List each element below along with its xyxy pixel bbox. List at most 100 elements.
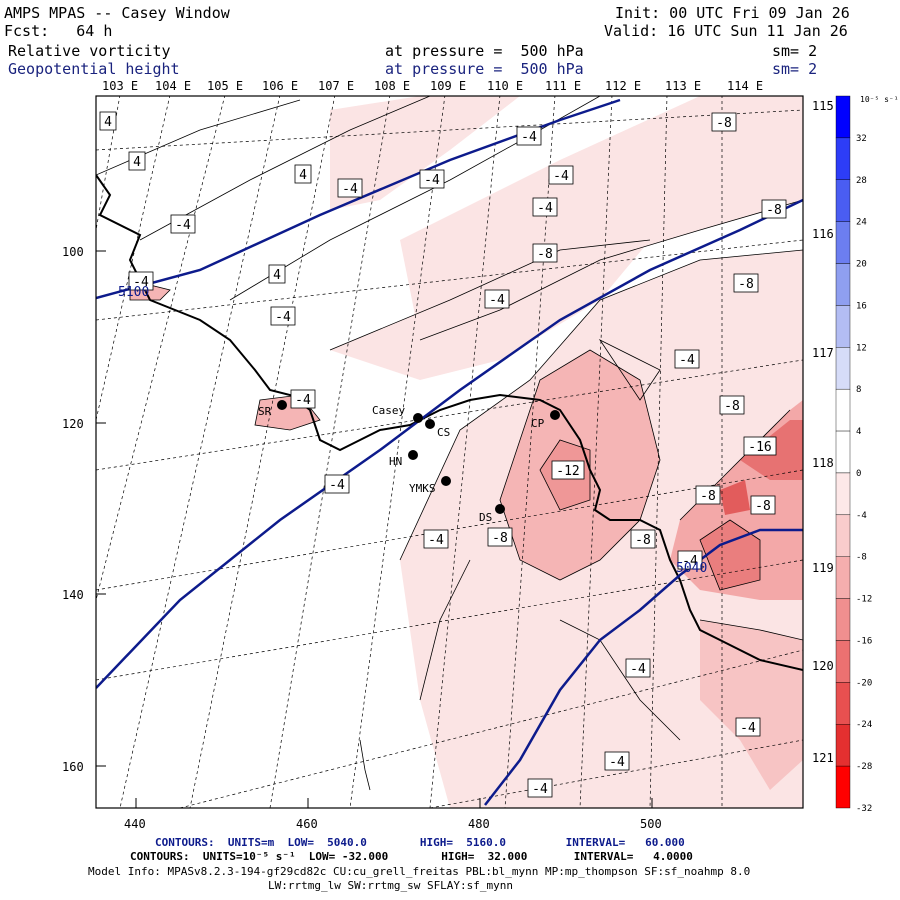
colorbar-swatch: [835, 640, 851, 683]
lon-label: 107 E: [318, 79, 354, 93]
contour-label-group: 4 4 4 4 -4 -4 -4 -4 -4 -4 -4 -4 -4 -4 -4 -4 -4 -8 -8 -8 -8 -8…: [99, 111, 787, 798]
contour-label: 4: [133, 155, 141, 170]
station-dot-ymks: [441, 476, 451, 486]
colorbar-swatch: [835, 95, 851, 139]
contour-label: -4: [682, 554, 698, 569]
colorbar-swatch: [835, 598, 851, 641]
contour-label: -8: [738, 277, 754, 292]
station-dot-sr: [277, 400, 287, 410]
lon-label: 111 E: [545, 79, 581, 93]
contour-label: -4: [521, 130, 537, 145]
colorbar-swatch: [835, 179, 851, 222]
valid-time: Valid: 16 UTC Sun 11 Jan 26: [604, 22, 848, 40]
station-dot-ds: [495, 504, 505, 514]
contour-label-box: [170, 214, 196, 234]
station-label-ymks: YMKS: [409, 482, 436, 495]
y-tick: 140: [62, 588, 84, 602]
colorbar-tick-label: 28: [856, 176, 867, 186]
contour-label: -8: [724, 399, 740, 414]
station-dot-casey: [413, 413, 423, 423]
contour-label-box: [527, 778, 553, 798]
x-tick: 440: [124, 817, 146, 830]
colorbar-tick-label: 16: [856, 301, 867, 311]
station-markers: [277, 400, 560, 514]
contour-label: -4: [133, 275, 149, 290]
contour-label: -4: [537, 201, 553, 216]
init-time: Init: 00 UTC Fri 09 Jan 26: [615, 4, 850, 22]
contour-label-box: [423, 529, 449, 549]
contour-label-box: [711, 112, 737, 132]
height-label-5040: 5040: [676, 561, 707, 576]
y-tick: 100: [62, 245, 84, 259]
contour-label-box: [487, 527, 513, 547]
lon-label: 104 E: [155, 79, 191, 93]
vorticity-fill: [130, 96, 803, 808]
footer-height-contours: CONTOURS: UNITS=m LOW= 5040.0 HIGH= 5160…: [155, 836, 685, 849]
contour-label: -4: [424, 173, 440, 188]
colorbar-swatch: [835, 388, 851, 432]
contour-label-box: [128, 271, 154, 291]
contour-label-box: [719, 395, 745, 415]
contour-label-box: [625, 658, 651, 678]
contour-label: -8: [755, 499, 771, 514]
colorbar-tick-label: -12: [856, 595, 872, 605]
contour-label-box: [630, 529, 656, 549]
colorbar-tick-label: -28: [856, 762, 872, 772]
contour-label-box: [516, 126, 542, 146]
contour-label-box: [761, 199, 787, 219]
map-plot: SR Casey CS HN YMKS DS CP 4 4 4 4 -4 -4 -4 -4 -4…: [62, 79, 899, 830]
graticule: [96, 96, 803, 808]
window-title: AMPS MPAS -- Casey Window: [4, 4, 230, 22]
x-tick: 460: [296, 817, 318, 830]
contour-label: -4: [175, 218, 191, 233]
colorbar-tick-label: 0: [856, 469, 861, 479]
y-tick: 120: [62, 417, 84, 431]
colorbar-swatch: [835, 221, 851, 264]
contour-label-box: [337, 178, 363, 198]
contour-label-box: [604, 751, 630, 771]
contour-label-box: [677, 550, 703, 570]
lon-label: 112 E: [605, 79, 641, 93]
contour-label: -4: [532, 782, 548, 797]
colorbar-tick-label: 4: [856, 427, 861, 437]
x-tick: 500: [640, 817, 662, 830]
contour-label-box: [532, 243, 558, 263]
colorbar-swatch: [835, 724, 851, 767]
contour-label-box: [324, 474, 350, 494]
contour-label-box: [419, 169, 445, 189]
station-dot-cs: [425, 419, 435, 429]
x-tick: 480: [468, 817, 490, 830]
colorbar-tick-label: -24: [856, 720, 872, 730]
contour-label-box: [99, 111, 117, 131]
contour-label: 4: [104, 115, 112, 130]
forecast-hour: Fcst: 64 h: [4, 22, 113, 40]
contour-label: 4: [273, 268, 281, 283]
contour-label: -8: [492, 531, 508, 546]
colorbar-swatch: [835, 347, 851, 390]
colorbar-tick-label: -20: [856, 678, 872, 688]
contour-label: -4: [295, 393, 311, 408]
colorbar-tick-label: 32: [856, 134, 867, 144]
colorbar-swatch: [835, 472, 851, 516]
contour-label: -4: [428, 533, 444, 548]
station-dot-hn: [408, 450, 418, 460]
colorbar-tick-label: -16: [856, 636, 872, 646]
colorbar-tick-label: -8: [856, 553, 867, 563]
contour-label: -4: [630, 662, 646, 677]
field2-name: Geopotential height: [8, 60, 180, 78]
colorbar-swatch: [835, 682, 851, 725]
contour-label: -4: [342, 182, 358, 197]
field1-name: Relative vorticity: [8, 42, 171, 60]
lon-label: 106 E: [262, 79, 298, 93]
coastline: [96, 174, 803, 671]
colorbar: 32 28 24 20 16 12 8 4 0 -4 -8 -12 -16 -20 -24 -28 -32: [835, 95, 872, 814]
station-label-ds: DS: [479, 511, 492, 524]
contour-label: -4: [489, 293, 505, 308]
contour-label-box: [270, 306, 296, 326]
lon-label: 114 E: [727, 79, 763, 93]
contour-label: -16: [748, 440, 771, 455]
field2-level: at pressure = 500 hPa: [385, 60, 584, 78]
y-tick: 160: [62, 760, 84, 774]
contour-label: -8: [537, 247, 553, 262]
contour-label: -4: [329, 478, 345, 493]
